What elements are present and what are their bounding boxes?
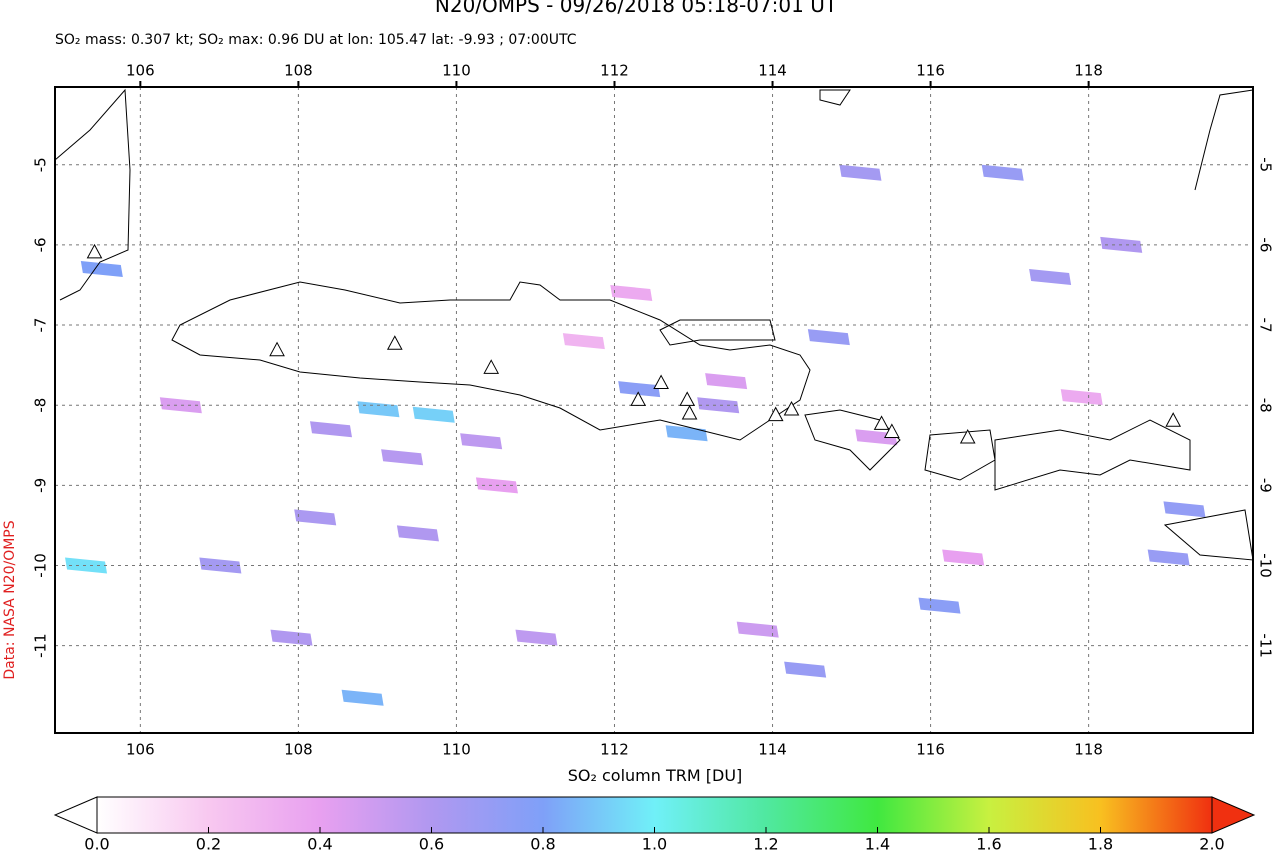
y-tick-label: -8 — [1257, 398, 1272, 413]
coastline — [660, 320, 775, 345]
colorbar-tick-label: 0.2 — [196, 835, 221, 854]
y-tick-label: -5 — [32, 157, 50, 172]
y-tick-label: -7 — [1257, 318, 1272, 333]
colorbar-tick-label: 1.2 — [753, 835, 778, 854]
so2-pixel — [697, 397, 739, 413]
y-tick-label: -9 — [32, 478, 50, 493]
so2-pixel — [357, 401, 399, 417]
so2-pixel — [413, 407, 455, 423]
so2-pixel — [342, 690, 384, 706]
credit: Data: NASA N20/OMPS — [2, 520, 18, 679]
volcano — [388, 336, 402, 349]
y-tick-label: -10 — [1257, 553, 1272, 578]
colorbar-tick-label: 1.6 — [976, 835, 1001, 854]
colorbar-tick-label: 1.8 — [1088, 835, 1113, 854]
volcano — [680, 392, 694, 405]
colorbar-tick-label: 1.0 — [642, 835, 667, 854]
so2-pixel — [1029, 269, 1071, 285]
x-tick-label: 118 — [1074, 62, 1103, 80]
volcano — [769, 408, 783, 421]
so2-pixel — [839, 165, 881, 181]
so2-pixel — [784, 662, 826, 678]
colorbar-tick-label: 0.6 — [419, 835, 444, 854]
coastline — [820, 90, 850, 105]
x-tick-label: 106 — [126, 62, 155, 80]
colorbar-tick-label: 1.4 — [865, 835, 890, 854]
y-tick-label: -7 — [32, 318, 50, 333]
volcano — [270, 343, 284, 356]
so2-pixel — [81, 261, 123, 277]
grid-layer: 106 106 108 108 110 110 112 112 114 114 116 116 118 1… — [32, 62, 1272, 759]
so2-pixel — [199, 557, 241, 573]
coastline — [925, 430, 995, 480]
x-tick-label: 110 — [442, 741, 471, 759]
volcano — [88, 245, 102, 258]
volcano — [654, 376, 668, 389]
coastline — [1165, 510, 1253, 560]
so2-pixel — [460, 433, 502, 449]
colorbar-over — [1212, 797, 1254, 833]
x-tick-label: 114 — [758, 741, 787, 759]
y-tick-label: -5 — [1257, 157, 1272, 172]
x-tick-label: 108 — [284, 741, 313, 759]
coastlines — [55, 90, 1253, 560]
x-tick-label: 112 — [600, 62, 629, 80]
colorbar-tick-label: 0.0 — [84, 835, 109, 854]
volcano — [1166, 413, 1180, 426]
so2-pixel — [381, 449, 423, 465]
so2-pixel — [563, 333, 605, 349]
volcano — [484, 360, 498, 373]
so2-pixel — [1163, 501, 1205, 517]
subtitle: SO₂ mass: 0.307 kt; SO₂ max: 0.96 DU at … — [55, 32, 577, 48]
y-tick-label: -11 — [1257, 633, 1272, 658]
colorbar-under — [55, 797, 97, 833]
y-tick-label: -6 — [32, 237, 50, 252]
volcano-layer — [88, 245, 1181, 443]
so2-pixel — [397, 525, 439, 541]
x-tick-label: 114 — [758, 62, 787, 80]
y-tick-label: -8 — [32, 398, 50, 413]
so2-pixel — [942, 549, 984, 565]
colorbar: 0.0 0.2 0.4 0.6 0.8 1.0 1.2 1.4 1.6 1.8 2.0 — [55, 797, 1254, 853]
so2-pixel — [294, 509, 336, 525]
map-frame — [55, 87, 1253, 733]
colorbar-tick-label: 0.8 — [530, 835, 555, 854]
colorbar-label: SO₂ column TRM [DU] — [568, 766, 743, 785]
volcano — [683, 406, 697, 419]
so2-pixel — [918, 598, 960, 614]
so2-pixel — [705, 373, 747, 389]
x-tick-label: 112 — [600, 741, 629, 759]
y-tick-label: -10 — [32, 553, 50, 578]
x-tick-label: 108 — [284, 62, 313, 80]
colorbar-tick-label: 2.0 — [1199, 835, 1224, 854]
so2-pixel — [310, 421, 352, 437]
y-tick-label: -11 — [32, 633, 50, 658]
y-tick-label: -6 — [1257, 237, 1272, 252]
so2-pixel — [982, 165, 1024, 181]
colorbar-tick-label: 0.4 — [307, 835, 332, 854]
x-tick-label: 116 — [916, 741, 945, 759]
so2-pixel — [1061, 389, 1103, 405]
so2-pixel — [270, 630, 312, 646]
so2-pixel — [1148, 549, 1190, 565]
so2-pixel — [808, 329, 850, 345]
pixel-layer — [65, 165, 1205, 706]
coastline — [995, 420, 1190, 490]
title: N20/OMPS - 09/26/2018 05:18-07:01 UT — [435, 0, 838, 17]
x-tick-label: 116 — [916, 62, 945, 80]
x-tick-label: 110 — [442, 62, 471, 80]
y-tick-label: -9 — [1257, 478, 1272, 493]
x-tick-label: 106 — [126, 741, 155, 759]
coastline — [1195, 90, 1253, 190]
volcano — [875, 416, 889, 429]
so2-pixel — [515, 630, 557, 646]
so2-pixel — [610, 285, 652, 301]
x-tick-label: 118 — [1074, 741, 1103, 759]
so2-pixel — [666, 425, 708, 441]
